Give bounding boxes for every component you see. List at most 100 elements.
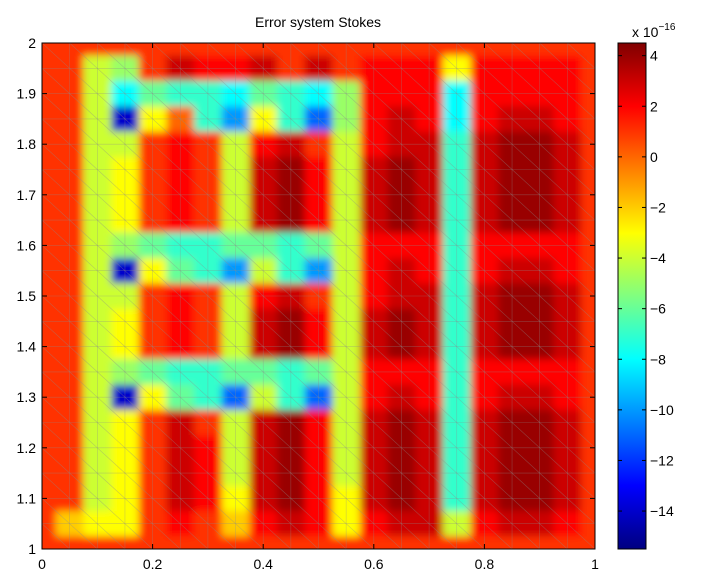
mesh-diagonal: [180, 295, 209, 322]
heat-cell: [166, 359, 195, 386]
heat-cell: [138, 511, 167, 537]
mesh-diagonal: [207, 498, 236, 524]
heat-cell: [138, 156, 167, 183]
mesh-diagonal: [124, 498, 153, 524]
heat-cell: [470, 409, 499, 436]
x-axis: 0 0.2 0.4 0.6 0.8 1: [38, 43, 599, 572]
mesh-diagonal: [235, 346, 264, 373]
heat-cell: [249, 182, 278, 208]
mesh-diagonal: [511, 68, 540, 94]
mesh-diagonal: [539, 194, 568, 221]
heat-cell: [415, 258, 444, 284]
heat-cell: [304, 333, 333, 360]
heat-cell: [83, 207, 112, 234]
heat-cell: [83, 232, 112, 259]
heat-cell: [442, 80, 472, 107]
mesh-diagonal: [539, 118, 568, 145]
mesh-diagonal: [262, 523, 292, 549]
heat-cell: [221, 43, 250, 57]
mesh-diagonal: [567, 371, 595, 398]
mesh-diagonal: [401, 346, 430, 373]
heat-cell: [498, 232, 527, 259]
heat-cell: [387, 55, 416, 82]
heat-cell: [221, 409, 250, 436]
heat-cell: [166, 536, 195, 549]
mesh-diagonal: [318, 422, 347, 449]
heat-cell: [525, 80, 555, 107]
mesh-diagonal: [511, 346, 540, 373]
mesh-diagonal: [290, 93, 319, 120]
colorbar-multiplier: x 10−16: [632, 22, 676, 40]
heat-cell: [387, 258, 416, 284]
heat-cell: [387, 232, 416, 259]
heat-cell: [249, 106, 278, 133]
heat-cell: [166, 43, 195, 57]
heat-cell: [277, 384, 306, 411]
heat-cell: [55, 536, 84, 549]
heat-cell: [221, 485, 250, 512]
mesh-diagonal: [428, 143, 457, 170]
heat-cell: [221, 258, 250, 284]
mesh-diagonal: [401, 295, 430, 322]
mesh-diagonal: [539, 321, 568, 347]
colorbar-tick-label: 4: [650, 48, 658, 64]
mesh-diagonal: [97, 194, 126, 221]
mesh-diagonal: [511, 396, 540, 423]
mesh-diagonal: [235, 295, 264, 322]
heat-cell: [442, 156, 472, 183]
heat-cell: [387, 384, 416, 411]
heat-cell: [359, 308, 389, 335]
mesh-diagonal: [345, 270, 375, 297]
mesh-diagonal: [97, 169, 126, 196]
heat-cell: [415, 485, 444, 512]
mesh-diagonal: [539, 245, 568, 271]
mesh-diagonal: [373, 245, 402, 271]
mesh-diagonal: [180, 396, 209, 423]
heat-cell: [249, 258, 278, 284]
heat-cell: [387, 333, 416, 360]
mesh-diagonal: [539, 346, 568, 373]
mesh-diagonal: [124, 43, 153, 69]
heat-cell: [525, 207, 555, 234]
mesh-diagonal: [152, 169, 181, 196]
heat-cell: [415, 511, 444, 537]
mesh-diagonal: [42, 371, 70, 398]
heat-cell: [304, 106, 333, 133]
heat-cell: [470, 333, 499, 360]
heat-cell: [42, 409, 57, 436]
heat-cell: [194, 333, 223, 360]
heat-cell: [553, 232, 582, 259]
mesh-diagonal: [539, 422, 568, 449]
heat-cell: [553, 80, 582, 107]
heat-cell: [83, 536, 112, 549]
mesh-diagonal: [180, 245, 209, 271]
heat-cell: [581, 43, 595, 57]
mesh-diagonal: [539, 472, 568, 499]
heat-cell: [359, 258, 389, 284]
y-tick-label: 1.4: [17, 339, 37, 355]
mesh-diagonal: [539, 498, 568, 524]
mesh-diagonal: [373, 143, 402, 170]
heat-cell: [249, 511, 278, 537]
mesh-diagonal: [539, 169, 568, 196]
heat-cell: [249, 460, 278, 487]
heat-cell: [498, 258, 527, 284]
heat-cell: [387, 80, 416, 107]
mesh-diagonal: [42, 93, 70, 120]
mesh-diagonal: [207, 43, 236, 69]
mesh-diagonal: [69, 270, 98, 297]
mesh-diagonal: [69, 472, 98, 499]
mesh-diagonal: [484, 472, 513, 499]
heat-cell: [221, 308, 250, 335]
heat-cell: [42, 43, 57, 57]
heat-cell: [332, 106, 361, 133]
mesh-diagonal: [373, 498, 402, 524]
heat-cell: [498, 460, 527, 487]
mesh-diagonal: [207, 245, 236, 271]
heat-cell: [470, 43, 499, 57]
mesh-diagonal: [373, 270, 402, 297]
heat-cell: [194, 435, 223, 461]
mesh-diagonal: [152, 523, 181, 549]
y-tick-label: 1.5: [17, 288, 37, 304]
mesh-diagonal: [456, 169, 485, 196]
